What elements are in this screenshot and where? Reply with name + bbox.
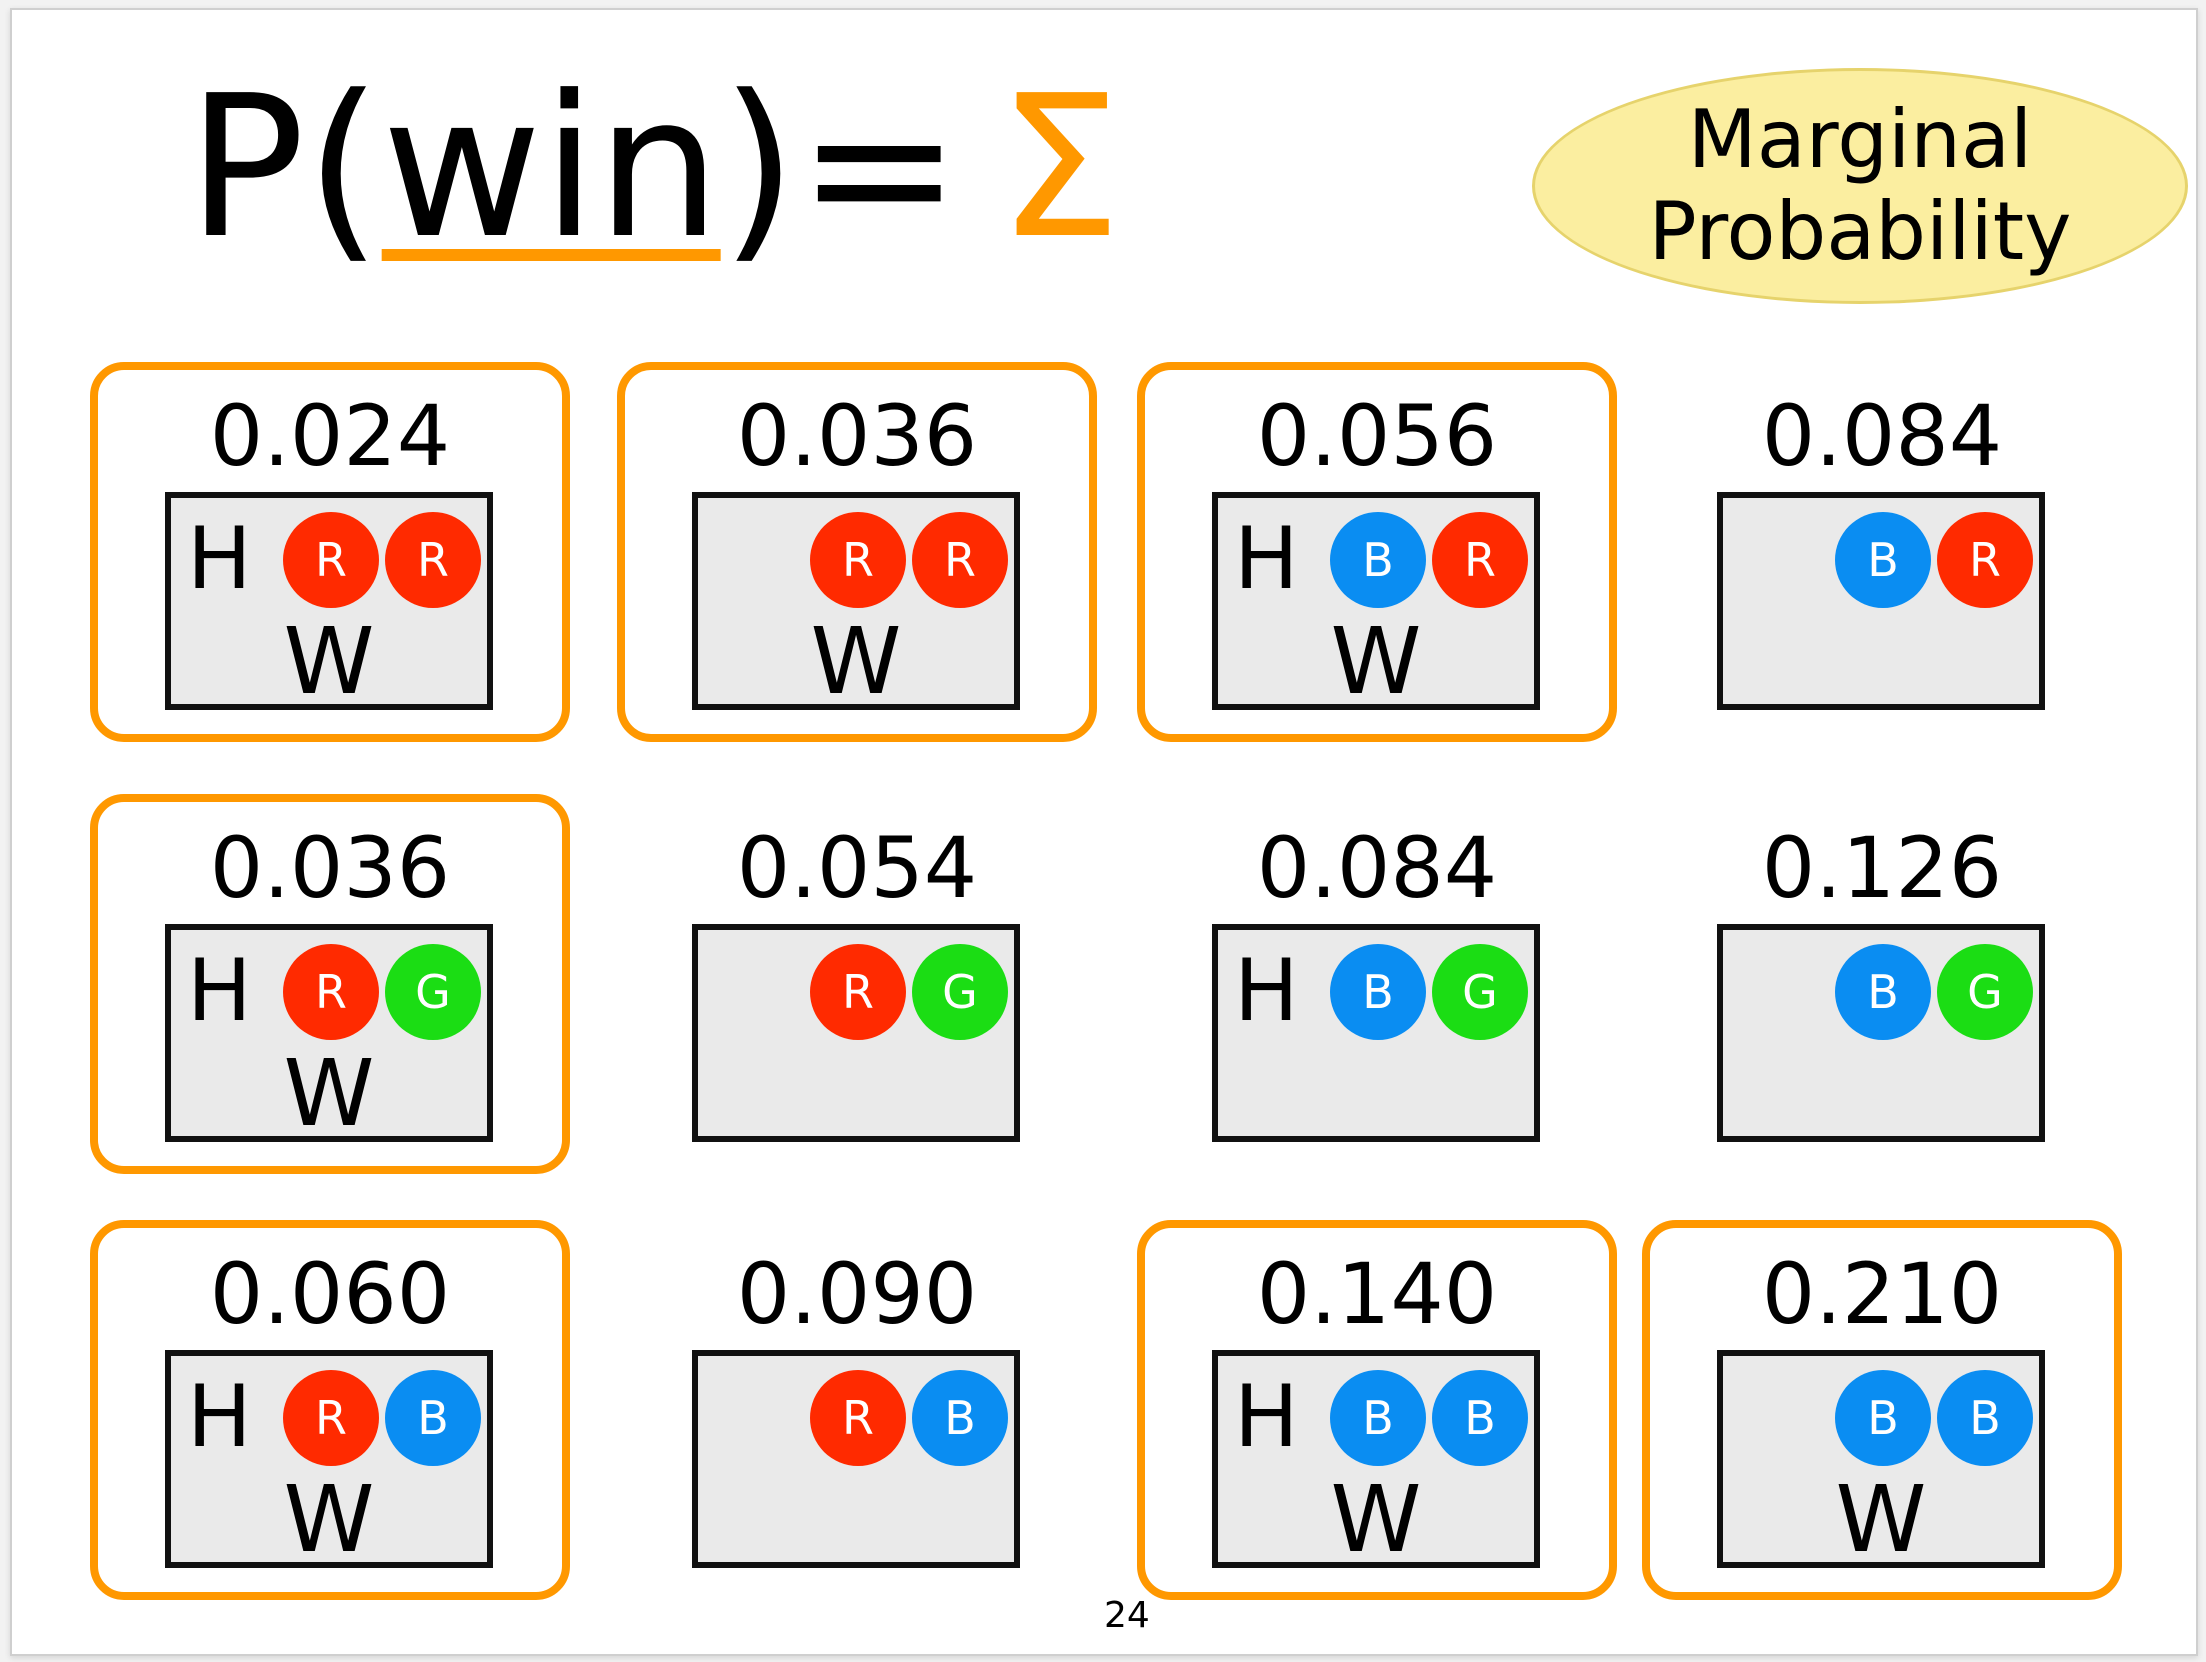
probability-value: 0.036 [736,387,978,485]
blue-ball: B [1330,944,1426,1040]
probability-value: 0.084 [1256,819,1498,917]
outcome-cell: 0.054 R G [617,794,1097,1174]
title-variable: win [381,54,721,282]
blue-ball: B [1330,1370,1426,1466]
blue-ball: B [912,1370,1008,1466]
blue-ball: B [1835,512,1931,608]
probability-value: 0.084 [1761,387,2003,485]
w-label: W [283,1040,375,1147]
probability-value: 0.090 [736,1245,978,1343]
red-ball: R [283,944,379,1040]
w-label: W [1835,1466,1927,1573]
blue-ball: B [1937,1370,2033,1466]
h-label: H [1234,941,1299,1041]
w-label: W [1330,608,1422,715]
title-suffix: )= [720,54,962,282]
red-ball: R [810,1370,906,1466]
probability-value: 0.060 [209,1245,451,1343]
h-label: H [1234,1367,1299,1467]
blue-ball: B [385,1370,481,1466]
blue-ball: B [1835,1370,1931,1466]
red-ball: R [1432,512,1528,608]
outcome-cell: 0.056 H B R W [1137,362,1617,742]
formula-title: P(win)= Σ [187,70,1121,266]
probability-value: 0.024 [209,387,451,485]
title-prefix: P( [187,54,382,282]
red-ball: R [385,512,481,608]
probability-value: 0.140 [1256,1245,1498,1343]
probability-value: 0.210 [1761,1245,2003,1343]
green-ball: G [385,944,481,1040]
outcome-cell: 0.060 H R B W [90,1220,570,1600]
red-ball: R [810,944,906,1040]
h-label: H [187,941,252,1041]
outcome-cell: 0.024 H R R W [90,362,570,742]
page-number: 24 [1104,1595,1150,1636]
red-ball: R [810,512,906,608]
marginal-probability-badge: Marginal Probability [1532,68,2188,304]
green-ball: G [1432,944,1528,1040]
outcome-cell: 0.090 R B [617,1220,1097,1600]
sigma-symbol: Σ [997,54,1122,282]
probability-value: 0.036 [209,819,451,917]
outcome-cell: 0.084 H B G [1137,794,1617,1174]
slide: P(win)= Σ Marginal Probability 0.024 H R R W 0… [10,8,2198,1656]
outcome-cell: 0.036 R R W [617,362,1097,742]
badge-line-1: Marginal [1687,93,2033,186]
outcome-cell: 0.126 B G [1642,794,2122,1174]
blue-ball: B [1835,944,1931,1040]
outcome-cell: 0.036 H R G W [90,794,570,1174]
w-label: W [283,608,375,715]
w-label: W [810,608,902,715]
red-ball: R [912,512,1008,608]
outcome-cell: 0.210 B B W [1642,1220,2122,1600]
w-label: W [283,1466,375,1573]
outcome-cell: 0.140 H B B W [1137,1220,1617,1600]
red-ball: R [283,1370,379,1466]
outcome-cell: 0.084 B R [1642,362,2122,742]
red-ball: R [1937,512,2033,608]
green-ball: G [1937,944,2033,1040]
h-label: H [187,509,252,609]
probability-value: 0.054 [736,819,978,917]
blue-ball: B [1432,1370,1528,1466]
red-ball: R [283,512,379,608]
probability-value: 0.126 [1761,819,2003,917]
badge-line-2: Probability [1648,185,2072,278]
blue-ball: B [1330,512,1426,608]
h-label: H [1234,509,1299,609]
h-label: H [187,1367,252,1467]
probability-value: 0.056 [1256,387,1498,485]
green-ball: G [912,944,1008,1040]
w-label: W [1330,1466,1422,1573]
